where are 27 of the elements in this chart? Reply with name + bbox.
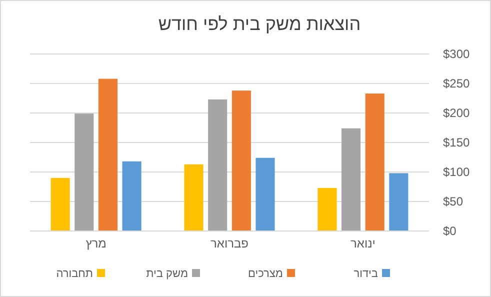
y-tick-label: $250 (443, 76, 470, 90)
bar (98, 78, 118, 231)
y-tick-label: $200 (443, 106, 470, 120)
legend-label: משק בית (146, 268, 188, 280)
y-tick-label: $50 (443, 194, 464, 208)
x-tick-label: ינואר (350, 236, 376, 251)
x-tick-label: פברואר (210, 236, 248, 251)
legend-label: מצרכים (248, 268, 283, 280)
bar (50, 178, 70, 231)
bar (122, 161, 142, 231)
y-tick-label: $100 (443, 164, 470, 179)
bar (74, 114, 94, 231)
y-tick-label: $0 (443, 224, 457, 238)
bar (365, 94, 384, 231)
bar (208, 99, 228, 231)
chart-title: הוצאות משק בית לפי חודש (158, 14, 361, 34)
y-tick-label: $150 (443, 135, 470, 150)
y-tick-label: $300 (443, 46, 470, 61)
bar (256, 158, 275, 231)
bar (232, 90, 251, 231)
x-tick-label: מרץ (86, 236, 106, 251)
bar (184, 164, 204, 231)
bar (342, 128, 361, 231)
legend-label: בידור (354, 268, 378, 280)
bar (318, 188, 337, 231)
legend-label: תחבורה (56, 268, 93, 280)
bar (389, 173, 408, 231)
